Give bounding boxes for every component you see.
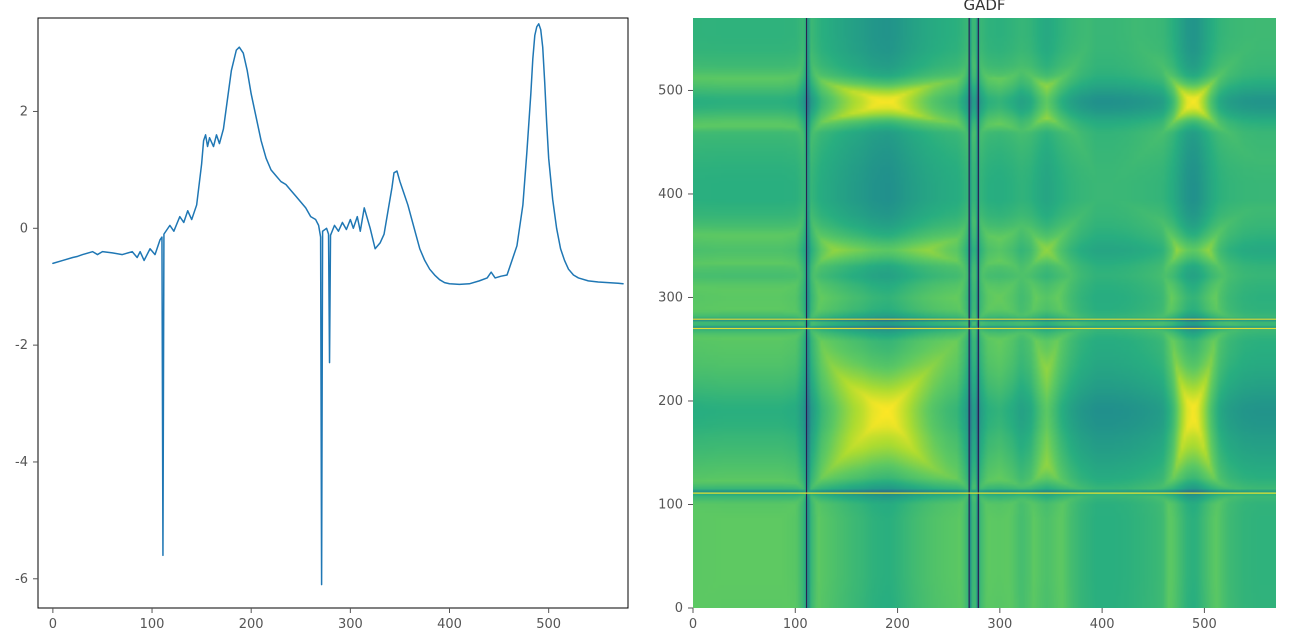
heatmap-y-tick: 500 [658, 83, 683, 98]
heatmap-y-tick: 200 [658, 394, 683, 409]
heatmap-y-tick: 0 [675, 601, 683, 616]
signal-line [53, 24, 623, 585]
x-tick-label: 0 [49, 617, 57, 632]
heatmap-x-tick: 300 [987, 617, 1012, 632]
heatmap-x-tick: 400 [1090, 617, 1115, 632]
heatmap-y-tick: 300 [658, 290, 683, 305]
x-tick-label: 400 [437, 617, 462, 632]
gadf-heatmap: GADF 0 100 200 300 400 500 0 100 200 300 400 500 [645, 0, 1280, 638]
x-tick-label: 300 [338, 617, 363, 632]
heatmap-image [693, 18, 1276, 608]
x-tick-label: 100 [140, 617, 165, 632]
heatmap-x-tick: 500 [1192, 617, 1217, 632]
y-tick-label: 0 [20, 221, 28, 236]
heatmap-x-tick: 100 [783, 617, 808, 632]
heatmap-x-tick: 200 [885, 617, 910, 632]
heatmap-title: GADF [963, 0, 1005, 14]
heatmap-y-tick: 400 [658, 187, 683, 202]
line-chart: 0 100 200 300 400 500 -6 -4 -2 0 2 [0, 12, 634, 638]
x-tick-label: 200 [239, 617, 264, 632]
heatmap-x-tick: 0 [689, 617, 697, 632]
y-tick-label: 2 [20, 104, 28, 119]
x-tick-label: 500 [536, 617, 561, 632]
y-tick-label: -4 [15, 455, 28, 470]
y-tick-label: -6 [15, 572, 28, 587]
y-tick-label: -2 [15, 338, 28, 353]
heatmap-y-tick: 100 [658, 497, 683, 512]
